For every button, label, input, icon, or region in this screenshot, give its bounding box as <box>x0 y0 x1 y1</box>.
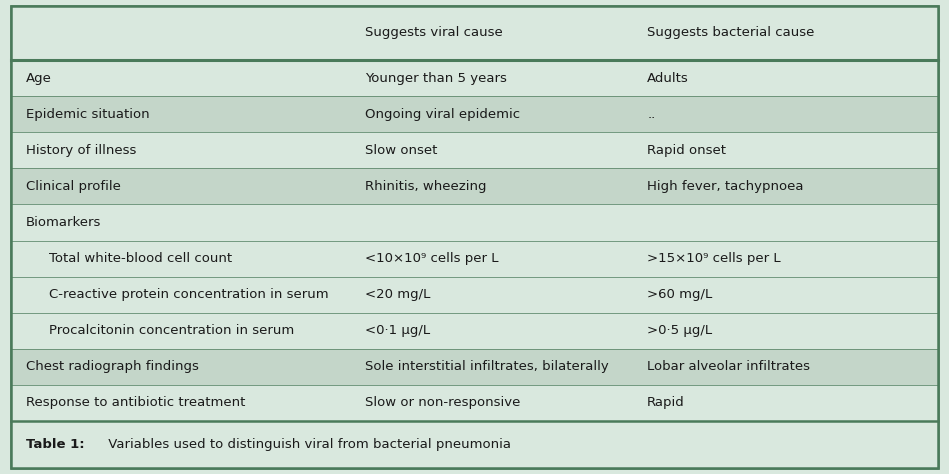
Bar <box>11 241 938 277</box>
Bar <box>11 60 938 96</box>
Text: Biomarkers: Biomarkers <box>26 216 101 229</box>
Text: Variables used to distinguish viral from bacterial pneumonia: Variables used to distinguish viral from… <box>104 438 512 451</box>
Text: ..: .. <box>647 108 656 121</box>
Text: History of illness: History of illness <box>26 144 136 157</box>
Text: Slow onset: Slow onset <box>365 144 437 157</box>
Text: Total white-blood cell count: Total white-blood cell count <box>49 252 233 265</box>
Text: >60 mg/L: >60 mg/L <box>647 288 713 301</box>
Text: Ongoing viral epidemic: Ongoing viral epidemic <box>365 108 520 121</box>
Text: Adults: Adults <box>647 72 689 85</box>
Bar <box>11 349 938 385</box>
Text: Epidemic situation: Epidemic situation <box>26 108 149 121</box>
Bar <box>11 277 938 313</box>
Text: C-reactive protein concentration in serum: C-reactive protein concentration in seru… <box>49 288 329 301</box>
Text: Chest radiograph findings: Chest radiograph findings <box>26 360 198 374</box>
Text: <10×10⁹ cells per L: <10×10⁹ cells per L <box>365 252 499 265</box>
Bar <box>11 421 938 468</box>
Text: Rapid: Rapid <box>647 396 685 410</box>
Bar <box>11 204 938 241</box>
Bar <box>11 132 938 168</box>
Text: Lobar alveolar infiltrates: Lobar alveolar infiltrates <box>647 360 810 374</box>
Bar <box>11 313 938 349</box>
Text: High fever, tachypnoea: High fever, tachypnoea <box>647 180 804 193</box>
Text: Clinical profile: Clinical profile <box>26 180 121 193</box>
Text: Suggests bacterial cause: Suggests bacterial cause <box>647 27 814 39</box>
Text: Age: Age <box>26 72 51 85</box>
Bar <box>11 6 938 60</box>
Text: Younger than 5 years: Younger than 5 years <box>365 72 507 85</box>
Bar <box>11 96 938 132</box>
Text: <20 mg/L: <20 mg/L <box>365 288 431 301</box>
Text: >15×10⁹ cells per L: >15×10⁹ cells per L <box>647 252 781 265</box>
Text: >0·5 μg/L: >0·5 μg/L <box>647 324 713 337</box>
Text: Rapid onset: Rapid onset <box>647 144 726 157</box>
Text: Table 1:: Table 1: <box>26 438 84 451</box>
Text: Sole interstitial infiltrates, bilaterally: Sole interstitial infiltrates, bilateral… <box>365 360 609 374</box>
Text: Procalcitonin concentration in serum: Procalcitonin concentration in serum <box>49 324 294 337</box>
Text: <0·1 μg/L: <0·1 μg/L <box>365 324 431 337</box>
Text: Rhinitis, wheezing: Rhinitis, wheezing <box>365 180 487 193</box>
Bar <box>11 385 938 421</box>
Text: Suggests viral cause: Suggests viral cause <box>365 27 503 39</box>
Text: Response to antibiotic treatment: Response to antibiotic treatment <box>26 396 245 410</box>
Text: Slow or non-responsive: Slow or non-responsive <box>365 396 521 410</box>
Bar <box>11 168 938 204</box>
